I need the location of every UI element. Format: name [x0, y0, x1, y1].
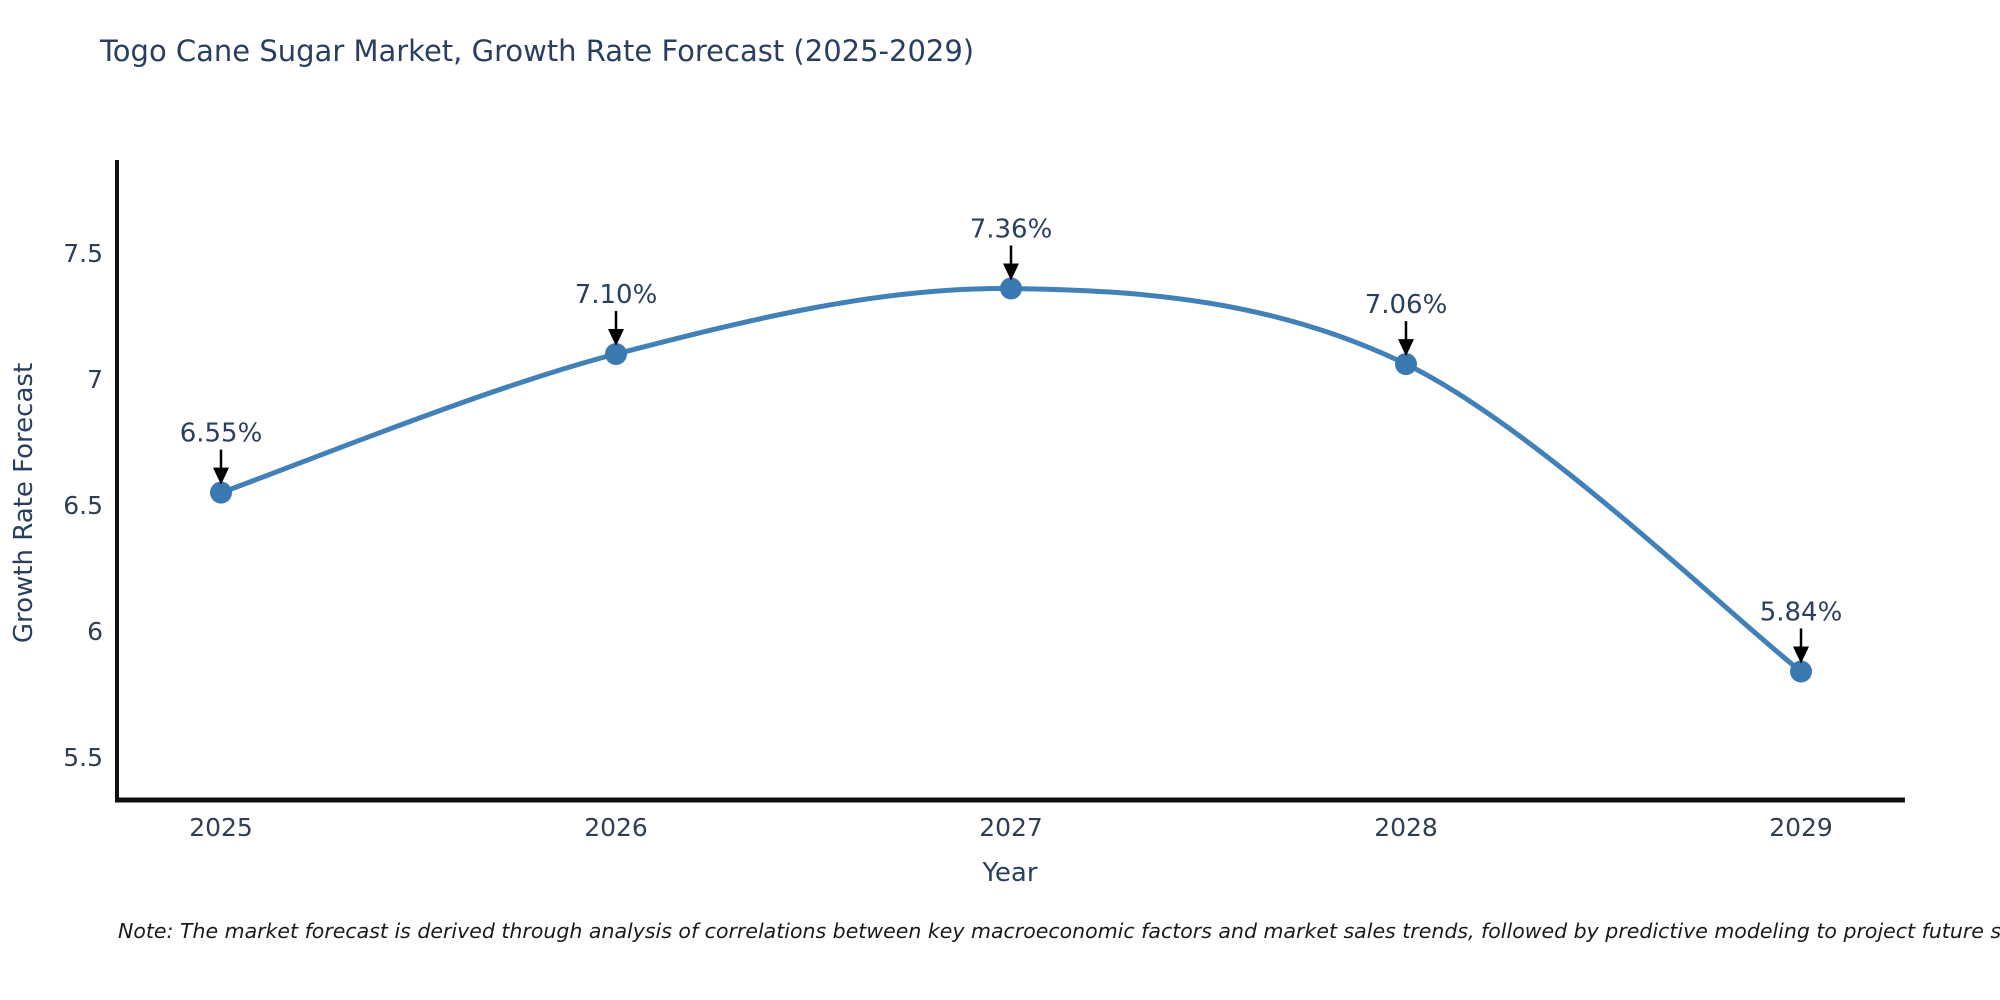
x-tick-label: 2028: [1374, 813, 1438, 842]
annotation-label: 6.55%: [180, 419, 263, 449]
x-tick-label: 2029: [1769, 813, 1833, 842]
x-axis-title: Year: [982, 858, 1038, 888]
annotation-arrow-head-icon: [608, 329, 624, 347]
annotation-label: 7.06%: [1365, 290, 1448, 320]
footnote: Note: The market forecast is derived thr…: [118, 919, 2000, 943]
annotation-arrow-head-icon: [1398, 339, 1414, 357]
data-point-2026[interactable]: [605, 343, 627, 366]
y-tick-label: 7.5: [63, 239, 103, 268]
annotation-label: 7.10%: [575, 280, 658, 310]
data-point-2028[interactable]: [1395, 353, 1417, 376]
y-tick-label: 6: [87, 617, 103, 646]
annotation-label: 7.36%: [970, 215, 1053, 245]
x-tick-label: 2026: [584, 813, 648, 842]
annotation-arrow-head-icon: [1003, 263, 1019, 281]
x-tick-label: 2025: [189, 813, 253, 842]
data-point-2025[interactable]: [210, 481, 232, 504]
y-tick-label: 7: [87, 365, 103, 394]
annotation-arrow-head-icon: [213, 467, 229, 485]
y-tick-label: 5.5: [63, 743, 103, 772]
y-tick-label: 6.5: [63, 491, 103, 520]
annotation-arrow-head-icon: [1793, 646, 1809, 664]
data-point-2029[interactable]: [1790, 660, 1812, 683]
data-point-2027[interactable]: [1000, 277, 1022, 300]
x-tick-label: 2027: [979, 813, 1043, 842]
annotation-label: 5.84%: [1760, 597, 1843, 627]
trend-line: [218, 285, 1804, 674]
chart-title: Togo Cane Sugar Market, Growth Rate Fore…: [100, 34, 975, 68]
